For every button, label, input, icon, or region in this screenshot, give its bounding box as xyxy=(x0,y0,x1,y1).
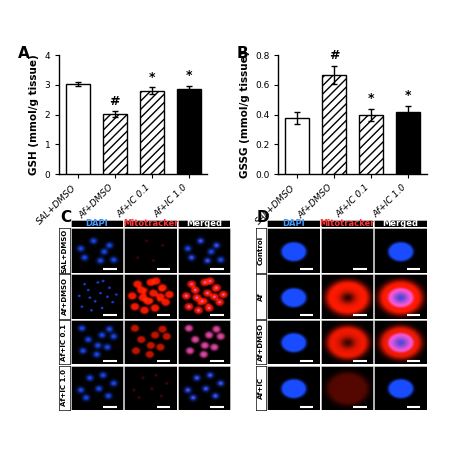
Text: Af+IC 0.1: Af+IC 0.1 xyxy=(62,324,67,361)
Text: Af: Af xyxy=(258,292,264,301)
Bar xyxy=(66,84,90,174)
Text: Mitotracker: Mitotracker xyxy=(319,219,375,228)
Bar xyxy=(396,112,420,174)
Text: Merged: Merged xyxy=(186,219,222,228)
Text: SAL+DMSO: SAL+DMSO xyxy=(62,228,67,272)
Text: Af+DMSO: Af+DMSO xyxy=(258,323,264,361)
Text: *: * xyxy=(148,71,155,84)
Text: Control: Control xyxy=(258,236,264,265)
Text: #: # xyxy=(109,95,120,107)
Bar xyxy=(177,89,201,174)
Text: Mitotracker: Mitotracker xyxy=(123,219,178,228)
Y-axis label: GSH (mmol/g tissue): GSH (mmol/g tissue) xyxy=(29,54,39,175)
Bar xyxy=(103,114,127,174)
Text: B: B xyxy=(237,46,249,61)
Text: *: * xyxy=(368,92,374,105)
Text: #: # xyxy=(329,49,339,62)
Text: Merged: Merged xyxy=(383,219,419,228)
Bar xyxy=(322,75,346,174)
Text: A: A xyxy=(18,46,29,61)
Y-axis label: GSSG (mmol/g tissue): GSSG (mmol/g tissue) xyxy=(239,51,249,178)
Bar xyxy=(359,115,383,174)
Bar xyxy=(285,118,309,174)
Text: DAPI: DAPI xyxy=(282,219,305,228)
Text: C: C xyxy=(60,210,71,225)
Text: Af+DMSO: Af+DMSO xyxy=(62,278,67,315)
Text: *: * xyxy=(186,69,192,82)
Text: DAPI: DAPI xyxy=(86,219,109,228)
Bar xyxy=(140,91,164,174)
Text: Af+IC: Af+IC xyxy=(258,377,264,399)
Text: *: * xyxy=(405,89,411,102)
Text: D: D xyxy=(256,210,269,225)
Text: Af+IC 1.0: Af+IC 1.0 xyxy=(62,369,67,407)
